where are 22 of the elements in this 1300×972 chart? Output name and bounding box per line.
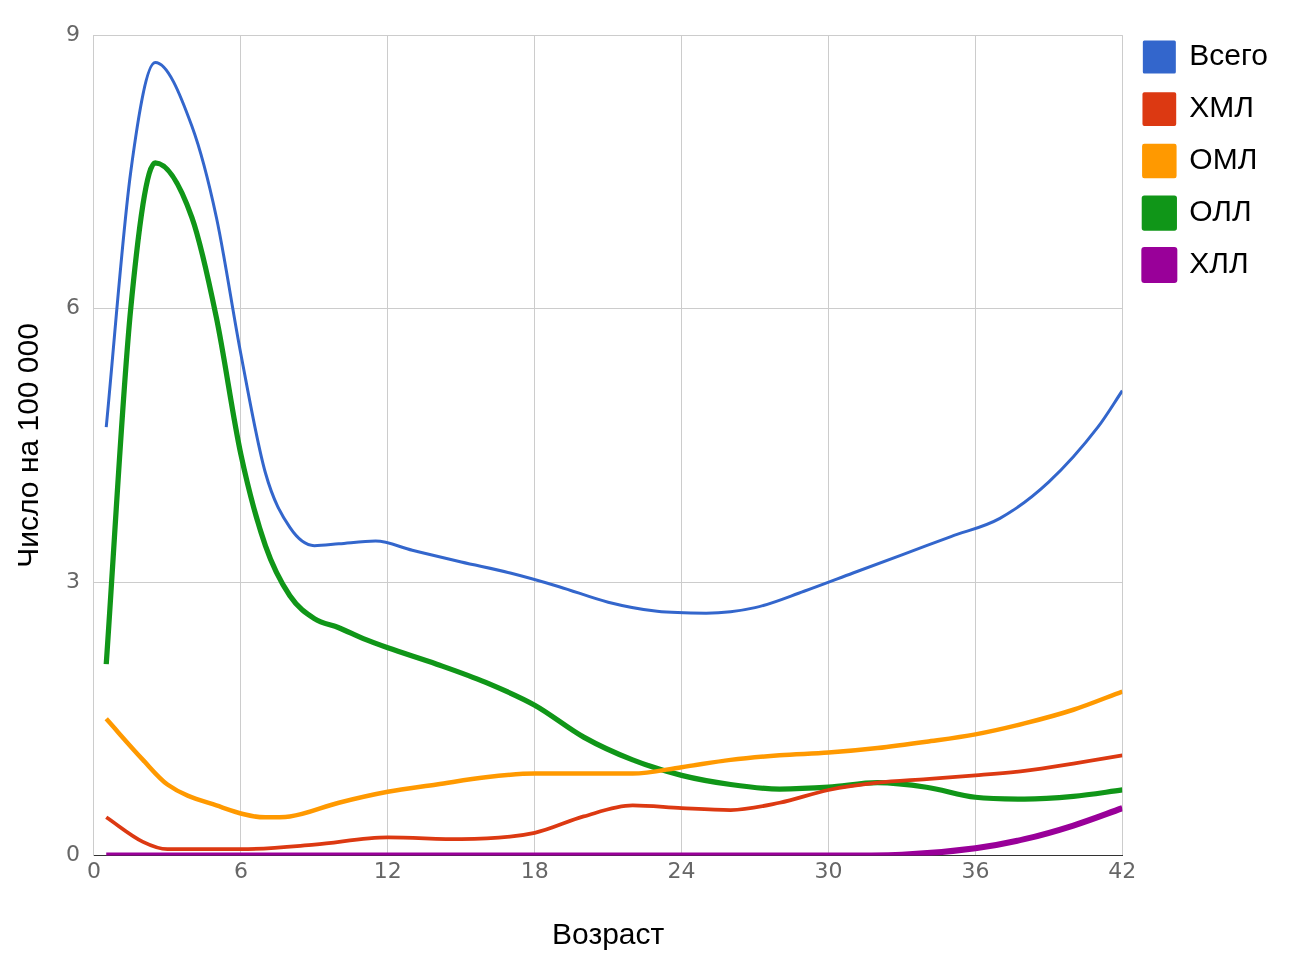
- y-tick-label: 9: [66, 20, 80, 46]
- x-tick-label: 42: [1108, 857, 1137, 883]
- x-tick-label: 12: [373, 857, 402, 883]
- y-tick-label: 0: [66, 841, 80, 867]
- line-series: [104, 753, 1123, 852]
- legend-label: ОМЛ: [1189, 142, 1258, 176]
- x-tick-label: 30: [814, 857, 843, 883]
- legend-label: Всего: [1189, 38, 1269, 72]
- x-axis-title: Возраст: [552, 917, 665, 951]
- x-tick-label: 36: [961, 857, 990, 883]
- y-tick-label: 3: [66, 567, 80, 593]
- line-series: [103, 689, 1123, 820]
- legend-label: ХЛЛ: [1189, 246, 1249, 280]
- legend-label: ХМЛ: [1189, 90, 1255, 124]
- y-axis-title: Число на 100 000: [11, 323, 45, 568]
- x-tick-label: 18: [520, 857, 549, 883]
- x-tick-label: 6: [233, 857, 248, 883]
- x-tick-label: 0: [87, 857, 101, 883]
- x-tick-label: 24: [667, 857, 696, 883]
- line-series: [104, 61, 1123, 615]
- y-tick-label: 6: [66, 294, 80, 320]
- legend-label: ОЛЛ: [1189, 194, 1252, 228]
